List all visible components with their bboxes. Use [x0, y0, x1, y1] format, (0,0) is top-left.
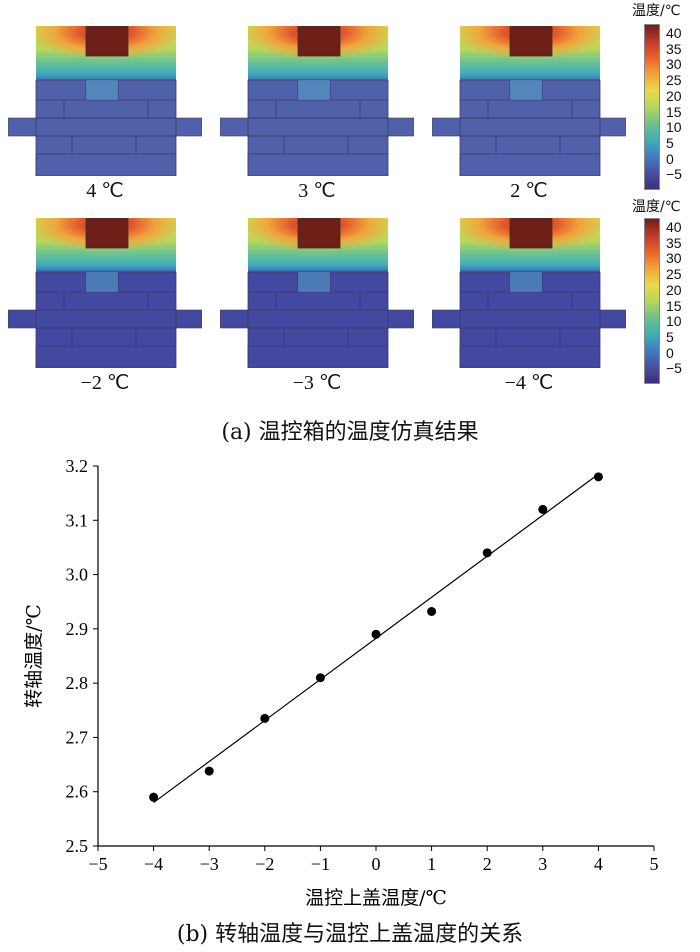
colorbar-tick-label: 5: [666, 134, 674, 151]
scatter-chart: −5 −4 −3 −2 −1 0 1 2 3 4 5 2.5 2.6 2.7 2.8 2.9 3.0 3.1 3.2…: [23, 456, 659, 909]
colorbar-tick-label: 15: [666, 103, 682, 120]
simulation-image: [8, 218, 202, 396]
colorbar-tick-label: 10: [666, 119, 682, 136]
y-axis-label: 转轴温度/℃: [23, 604, 45, 708]
colorbar-tick-label: 40: [666, 219, 682, 235]
y-tick-label: 2.9: [66, 619, 89, 639]
x-axis-label: 温控上盖温度/℃: [305, 887, 447, 909]
axes: −5 −4 −3 −2 −1 0 1 2 3 4 5 2.5 2.6 2.7 2.8 2.9 3.0 3.1 3.2: [66, 456, 659, 874]
x-tick-label: −3: [200, 854, 219, 874]
x-tick-label: 4: [594, 854, 603, 874]
colorbar-tick-label: 25: [666, 266, 682, 283]
simulation-label: 4 ℃: [86, 180, 124, 202]
colorbar: [644, 24, 660, 190]
colorbar-tick-label: −5: [666, 166, 682, 183]
colorbar-tick-label: 5: [666, 328, 674, 345]
colorbar-tick-label: 35: [666, 234, 682, 251]
x-tick-label: 1: [427, 854, 436, 874]
colorbar-bottom-title: 温度/℃: [632, 199, 681, 215]
data-point: [371, 629, 381, 639]
y-tick-label: 2.6: [66, 782, 89, 802]
colorbar-tick-label: 20: [666, 281, 682, 298]
simulation-label: −4 ℃: [504, 372, 554, 394]
colorbar-tick-label: 35: [666, 40, 682, 57]
colorbar-tick-label: 20: [666, 87, 682, 104]
data-point: [538, 504, 548, 514]
colorbar-tick-label: 25: [666, 72, 682, 89]
caption-b: (b) 转轴温度与温控上盖温度的关系: [176, 922, 524, 947]
colorbar-tick-label: −5: [666, 360, 682, 377]
data-point: [204, 766, 214, 776]
colorbar-tick-label: 30: [666, 56, 682, 73]
x-tick-label: −2: [255, 854, 274, 874]
simulation-label: −2 ℃: [80, 372, 130, 394]
colorbar-tick-label: 30: [666, 250, 682, 267]
colorbar-tick-label: 0: [666, 150, 674, 167]
x-tick-label: −4: [144, 854, 163, 874]
caption-a: (a) 温控箱的温度仿真结果: [221, 420, 479, 445]
x-tick-label: 2: [483, 854, 492, 874]
x-tick-label: −1: [311, 854, 330, 874]
simulation-label: −3 ℃: [292, 372, 342, 394]
data-point: [593, 472, 603, 482]
data-point: [149, 792, 159, 802]
data-point: [427, 606, 437, 616]
y-tick-label: 3.0: [66, 565, 89, 585]
simulation-image: [432, 26, 626, 204]
colorbar-top-title: 温度/℃: [632, 3, 681, 19]
colorbar-tick-label: 15: [666, 297, 682, 314]
y-tick-label: 3.2: [66, 456, 89, 476]
x-tick-label: 0: [372, 854, 381, 874]
data-point: [260, 713, 270, 723]
data-point: [315, 673, 325, 683]
x-tick-label: 5: [650, 854, 659, 874]
colorbar-tick-label: 0: [666, 344, 674, 361]
y-tick-label: 2.7: [66, 727, 89, 747]
simulation-label: 3 ℃: [298, 180, 336, 202]
y-tick-label: 3.1: [66, 510, 89, 530]
colorbar-tick-label: 10: [666, 313, 682, 330]
simulation-image: [8, 26, 202, 204]
x-tick-label: 3: [538, 854, 547, 874]
y-tick-label: 2.5: [66, 836, 89, 856]
simulation-image: [432, 218, 626, 396]
simulation-image: [220, 26, 414, 204]
simulation-label: 2 ℃: [510, 180, 548, 202]
y-tick-label: 2.8: [66, 673, 89, 693]
data-point: [482, 548, 492, 558]
colorbar-tick-label: 40: [666, 25, 682, 41]
simulation-image: [220, 218, 414, 396]
x-tick-label: −5: [88, 854, 107, 874]
colorbar: [644, 218, 660, 384]
